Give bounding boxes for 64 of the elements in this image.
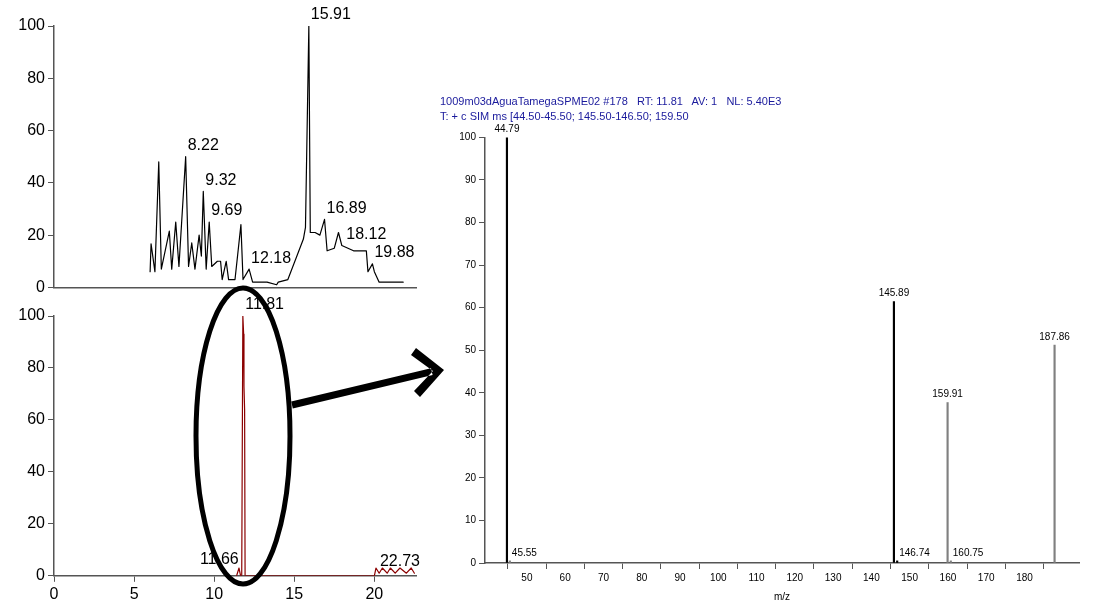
x-tick-label: 180 <box>1016 571 1034 583</box>
x-tick-label: 5 <box>129 584 139 602</box>
x-tick-label: 140 <box>863 571 881 583</box>
x-tick-label: 150 <box>901 571 919 583</box>
y-tick-label: 40 <box>464 386 477 398</box>
x-axis-title: m/z <box>773 590 791 602</box>
x-tick-label: 15 <box>285 584 304 602</box>
y-tick-label: 80 <box>27 358 46 376</box>
x-tick-label: 160 <box>939 571 957 583</box>
y-tick-label: 60 <box>27 120 46 138</box>
x-tick-label: 70 <box>597 571 610 583</box>
annotation: 16.89 <box>326 198 367 216</box>
chart-title: 1009m03dAguaTamegaSPME02 #178 RT: 11.81 AV: 1 NL: 5.40E3 <box>440 94 782 107</box>
y-tick-label: 0 <box>470 556 477 568</box>
annotation: 146.74 <box>899 546 931 558</box>
annotation: 18.12 <box>346 224 387 242</box>
x-tick-label: 80 <box>636 571 648 583</box>
y-tick-label: 60 <box>464 301 477 313</box>
y-tick-label: 60 <box>27 410 46 428</box>
annotation: 19.88 <box>374 243 415 261</box>
y-tick-label: 80 <box>464 216 477 228</box>
y-tick-label: 100 <box>18 306 46 324</box>
y-tick-label: 20 <box>27 514 46 532</box>
bar <box>892 301 895 563</box>
x-tick-label: 0 <box>49 584 59 602</box>
x-tick-label: 130 <box>824 571 842 583</box>
annotation: 8.22 <box>187 136 219 154</box>
x-tick-label: 120 <box>786 571 804 583</box>
x-tick-label: 60 <box>559 571 572 583</box>
annotation: 45.55 <box>511 546 538 558</box>
x-tick-label: 170 <box>977 571 995 583</box>
x-tick-label: 50 <box>521 571 533 583</box>
bar <box>946 402 949 563</box>
annotation: 9.69 <box>211 201 243 219</box>
y-tick-label: 20 <box>464 471 477 483</box>
annotation: 15.91 <box>310 5 351 23</box>
y-tick-label: 30 <box>464 429 477 441</box>
x-tick-label: 110 <box>748 571 765 583</box>
y-tick-label: 70 <box>464 258 477 270</box>
y-tick-label: 100 <box>459 131 477 143</box>
x-tick-label: 100 <box>709 571 728 583</box>
x-tick-label: 20 <box>365 584 384 602</box>
y-tick-label: 40 <box>27 173 46 191</box>
annotation: 159.91 <box>932 388 964 400</box>
chart-subtitle: T: + c SIM ms [44.50-45.50; 145.50-146.50; 159.50 <box>440 109 689 122</box>
annotation: 145.89 <box>878 287 910 299</box>
annotation: 160.75 <box>952 546 984 558</box>
annotation: 12.18 <box>251 248 292 266</box>
bar <box>1053 344 1056 563</box>
bar <box>505 137 509 563</box>
x-tick-label: 90 <box>674 571 686 583</box>
y-tick-label: 80 <box>27 68 46 86</box>
y-tick-label: 50 <box>464 343 477 355</box>
y-tick-label: 10 <box>464 514 477 526</box>
y-tick-label: 20 <box>27 225 46 243</box>
y-tick-label: 100 <box>18 16 46 34</box>
y-tick-label: 90 <box>464 173 477 185</box>
annotation: 187.86 <box>1039 330 1071 342</box>
annotation: 22.73 <box>379 552 421 570</box>
x-tick-label: 10 <box>205 584 224 602</box>
y-tick-label: 40 <box>27 462 46 480</box>
y-tick-label: 0 <box>36 277 46 295</box>
annotation: 44.79 <box>494 123 520 135</box>
annotation: 9.32 <box>205 170 237 188</box>
